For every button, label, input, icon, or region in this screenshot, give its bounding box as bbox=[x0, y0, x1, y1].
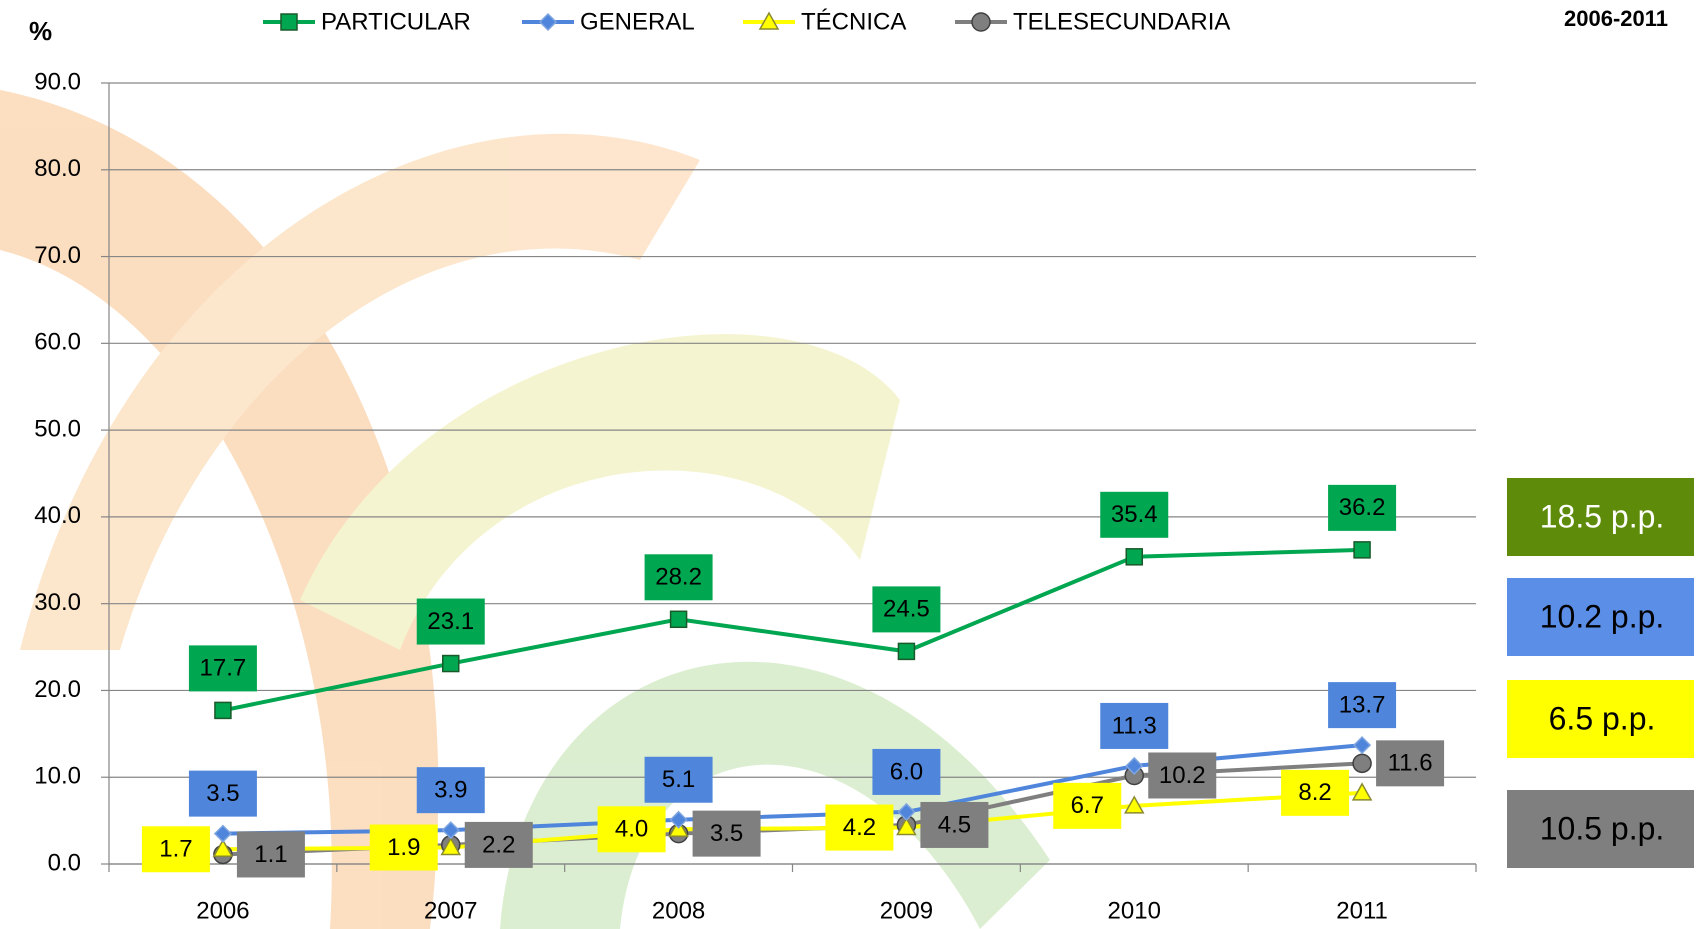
annotation-text: 18.5 p.p. bbox=[1540, 498, 1665, 534]
marker bbox=[215, 702, 231, 718]
data-label: 6.7 bbox=[1071, 792, 1104, 819]
data-label: 1.9 bbox=[387, 834, 420, 861]
marker bbox=[972, 13, 990, 31]
marker bbox=[443, 656, 459, 672]
x-tick-label: 2007 bbox=[424, 897, 477, 924]
y-tick-label: 50.0 bbox=[34, 415, 81, 442]
chart: % 2006-2011 0.0 10.0 20.0 30.0 40.0 50.0 60.0 7… bbox=[0, 0, 1703, 929]
marker bbox=[1354, 737, 1370, 753]
annotation-text: 10.5 p.p. bbox=[1540, 810, 1665, 846]
data-label: 1.7 bbox=[159, 836, 192, 863]
marker bbox=[1353, 754, 1371, 772]
data-label: 24.5 bbox=[883, 596, 930, 623]
data-label: 4.5 bbox=[938, 811, 971, 838]
marker bbox=[215, 826, 231, 842]
y-tick-label: 70.0 bbox=[34, 242, 81, 269]
x-tick-label: 2011 bbox=[1336, 897, 1388, 924]
data-label: 36.2 bbox=[1339, 494, 1386, 521]
y-axis-label: % bbox=[29, 16, 52, 46]
marker bbox=[281, 14, 297, 30]
data-label: 4.0 bbox=[615, 816, 648, 843]
x-tick-label: 2010 bbox=[1108, 897, 1161, 924]
legend-item: TELESECUNDARIA bbox=[955, 8, 1230, 35]
marker bbox=[443, 822, 459, 838]
annotation-text: 10.2 p.p. bbox=[1540, 598, 1665, 634]
data-label: 2.2 bbox=[482, 831, 515, 858]
data-label: 1.1 bbox=[254, 841, 287, 868]
y-tick-label: 90.0 bbox=[34, 68, 81, 95]
y-tick-label: 0.0 bbox=[48, 849, 81, 876]
y-tick-label: 10.0 bbox=[34, 763, 81, 790]
marker bbox=[1354, 542, 1370, 558]
data-label: 3.5 bbox=[206, 780, 239, 807]
marker bbox=[540, 14, 556, 30]
data-label: 13.7 bbox=[1339, 691, 1386, 718]
period-label: 2006-2011 bbox=[1564, 6, 1668, 31]
legend-item: TÉCNICA bbox=[743, 8, 906, 35]
data-label: 5.1 bbox=[662, 766, 695, 793]
marker bbox=[1126, 549, 1142, 565]
legend-item: GENERAL bbox=[522, 8, 695, 35]
x-tick-label: 2008 bbox=[652, 897, 705, 924]
marker bbox=[898, 643, 914, 659]
x-tick-label: 2006 bbox=[196, 897, 249, 924]
legend-label: GENERAL bbox=[580, 8, 695, 35]
data-label: 6.0 bbox=[890, 758, 923, 785]
data-label: 4.2 bbox=[843, 814, 876, 841]
legend-item: PARTICULAR bbox=[263, 8, 471, 35]
marker bbox=[671, 812, 687, 828]
legend-label: PARTICULAR bbox=[321, 8, 471, 35]
data-label: 8.2 bbox=[1298, 779, 1331, 806]
data-label: 35.4 bbox=[1111, 501, 1158, 528]
legend-label: TELESECUNDARIA bbox=[1013, 8, 1230, 35]
data-label: 23.1 bbox=[427, 608, 474, 635]
legend-label: TÉCNICA bbox=[801, 8, 906, 35]
y-tick-label: 20.0 bbox=[34, 676, 81, 703]
data-label: 11.3 bbox=[1112, 712, 1157, 739]
data-label: 11.6 bbox=[1388, 750, 1433, 777]
y-tick-label: 60.0 bbox=[34, 329, 81, 356]
background-decoration bbox=[0, 90, 1050, 929]
data-label: 10.2 bbox=[1159, 762, 1206, 789]
data-label: 28.2 bbox=[655, 564, 702, 591]
y-tick-label: 80.0 bbox=[34, 155, 81, 182]
marker bbox=[671, 611, 687, 627]
y-tick-label: 40.0 bbox=[34, 502, 81, 529]
y-tick-label: 30.0 bbox=[34, 589, 81, 616]
data-label: 17.7 bbox=[200, 655, 247, 682]
annotation-text: 6.5 p.p. bbox=[1549, 700, 1656, 736]
data-label: 3.9 bbox=[434, 777, 467, 804]
x-tick-label: 2009 bbox=[880, 897, 933, 924]
data-label: 3.5 bbox=[710, 820, 743, 847]
